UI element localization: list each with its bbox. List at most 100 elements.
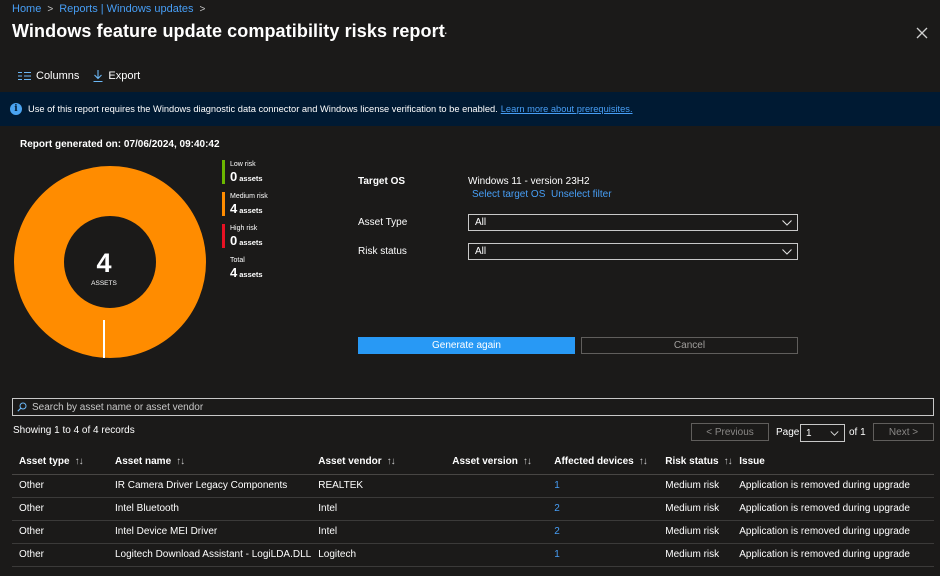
cell-asset-type: Other	[12, 474, 108, 498]
cell-asset-version	[445, 520, 548, 544]
risk-status-value: All	[475, 246, 487, 257]
breadcrumb-reports[interactable]: Reports | Windows updates	[59, 3, 194, 15]
columns-label: Columns	[36, 70, 80, 82]
chevron-right-icon: >	[47, 3, 54, 15]
cell-asset-type: Other	[12, 543, 108, 567]
donut-label: ASSETS	[91, 280, 117, 287]
column-header-issue: Issue	[732, 450, 934, 475]
cell-asset-vendor: Intel	[311, 520, 446, 544]
breadcrumb: Home > Reports | Windows updates >	[12, 3, 205, 15]
cell-issue: Application is removed during upgrade	[732, 474, 934, 498]
cell-affected-devices-link[interactable]: 1	[547, 543, 659, 567]
legend-label: Total	[230, 257, 245, 264]
cell-issue: Application is removed during upgrade	[732, 543, 934, 567]
cell-affected-devices-link[interactable]: 1	[547, 474, 659, 498]
cell-asset-name: Logitech Download Assistant - LogiLDA.DL…	[108, 543, 312, 567]
cell-asset-name: Intel Device MEI Driver	[108, 520, 312, 544]
column-header-asset-vendor[interactable]: Asset vendor ↑↓	[311, 450, 446, 475]
risk-status-label: Risk status	[358, 246, 407, 257]
cell-risk-status: Medium risk	[658, 543, 733, 567]
legend-unit: assets	[239, 238, 263, 247]
page-dropdown[interactable]: 1	[800, 424, 845, 442]
assets-table: Asset type ↑↓ Asset name ↑↓ Asset vendor ↑↓…	[12, 450, 934, 567]
risk-donut-chart: 4 ASSETS	[14, 166, 206, 358]
legend-value: 4	[230, 201, 238, 216]
cell-issue: Application is removed during upgrade	[732, 520, 934, 544]
column-header-risk-status[interactable]: Risk status ↑↓	[658, 450, 733, 475]
legend-total: Total 4 assets	[222, 256, 268, 288]
legend-low-risk[interactable]: Low risk 0 assets	[222, 160, 268, 192]
cell-asset-vendor: REALTEK	[311, 474, 446, 498]
asset-type-label: Asset Type	[358, 217, 408, 228]
legend-value: 0	[230, 233, 238, 248]
column-header-asset-type[interactable]: Asset type ↑↓	[12, 450, 108, 475]
search-input[interactable]: Search by asset name or asset vendor	[32, 401, 204, 413]
chevron-right-icon: >	[199, 3, 206, 15]
columns-button[interactable]: Columns	[18, 70, 79, 82]
columns-icon	[18, 71, 31, 81]
sort-icon[interactable]: ↑↓	[522, 456, 532, 468]
target-os-value: Windows 11 - version 23H2	[468, 176, 590, 187]
page-count: of 1	[849, 427, 866, 438]
table-row[interactable]: Other Logitech Download Assistant - Logi…	[12, 543, 934, 567]
records-count: Showing 1 to 4 of 4 records	[13, 425, 135, 436]
next-page-button[interactable]: Next >	[873, 423, 934, 441]
more-options-button[interactable]: ···	[432, 24, 449, 40]
column-header-asset-version[interactable]: Asset version ↑↓	[445, 450, 548, 475]
risk-legend: Low risk 0 assets Medium risk 4 assets Hig…	[222, 160, 268, 288]
sort-icon[interactable]: ↑↓	[638, 456, 648, 468]
cancel-button[interactable]: Cancel	[581, 337, 798, 354]
legend-value: 0	[230, 169, 238, 184]
table-row[interactable]: Other IR Camera Driver Legacy Components…	[12, 474, 934, 498]
previous-page-button[interactable]: < Previous	[691, 423, 769, 441]
page-label: Page	[776, 427, 800, 438]
table-row[interactable]: Other Intel Bluetooth Intel 2 Medium ris…	[12, 497, 934, 521]
cell-asset-vendor: Intel	[311, 497, 446, 521]
cell-asset-version	[445, 543, 548, 567]
asset-type-dropdown[interactable]: All	[468, 214, 798, 231]
legend-medium-risk[interactable]: Medium risk 4 assets	[222, 192, 268, 224]
cell-risk-status: Medium risk	[658, 520, 733, 544]
generate-again-button[interactable]: Generate again	[358, 337, 575, 354]
download-icon	[93, 70, 103, 82]
legend-label: Medium risk	[230, 193, 268, 200]
legend-high-risk[interactable]: High risk 0 assets	[222, 224, 268, 256]
search-icon	[17, 402, 27, 412]
column-header-asset-name[interactable]: Asset name ↑↓	[108, 450, 312, 475]
export-label: Export	[108, 70, 141, 82]
cell-asset-name: Intel Bluetooth	[108, 497, 312, 521]
search-box[interactable]: Search by asset name or asset vendor	[12, 398, 934, 416]
close-icon[interactable]	[914, 25, 930, 41]
toolbar: Columns Export	[18, 70, 140, 82]
breadcrumb-home[interactable]: Home	[12, 3, 42, 15]
info-icon: i	[10, 103, 22, 115]
legend-unit: assets	[239, 206, 263, 215]
legend-low-risk-swatch	[222, 160, 225, 184]
select-target-os-link[interactable]: Select target OS	[472, 189, 546, 200]
sort-icon[interactable]: ↑↓	[386, 456, 396, 468]
sort-icon[interactable]: ↑↓	[74, 456, 84, 468]
donut-total: 4	[96, 248, 111, 278]
report-generated-text: Report generated on: 07/06/2024, 09:40:4…	[20, 139, 220, 150]
cell-affected-devices-link[interactable]: 2	[547, 497, 659, 521]
legend-value: 4	[230, 265, 238, 280]
prerequisites-link[interactable]: Learn more about prerequisites.	[500, 104, 633, 114]
cell-risk-status: Medium risk	[658, 474, 733, 498]
cell-asset-type: Other	[12, 497, 108, 521]
page-title: Windows feature update compatibility ris…	[12, 21, 445, 41]
cell-affected-devices-link[interactable]: 2	[547, 520, 659, 544]
legend-high-risk-swatch	[222, 224, 225, 248]
table-row[interactable]: Other Intel Device MEI Driver Intel 2 Me…	[12, 520, 934, 544]
risk-status-dropdown[interactable]: All	[468, 243, 798, 260]
legend-label: Low risk	[230, 161, 256, 168]
sort-icon[interactable]: ↑↓	[723, 456, 733, 468]
legend-unit: assets	[239, 270, 263, 279]
export-button[interactable]: Export	[93, 70, 140, 82]
info-banner: i Use of this report requires the Window…	[0, 92, 940, 126]
sort-icon[interactable]: ↑↓	[176, 456, 185, 468]
unselect-filter-link[interactable]: Unselect filter	[551, 189, 612, 200]
column-header-affected-devices[interactable]: Affected devices ↑↓	[547, 450, 659, 475]
cell-issue: Application is removed during upgrade	[732, 497, 934, 521]
donut-medium-risk-segment[interactable]	[14, 166, 206, 358]
asset-type-value: All	[475, 217, 487, 228]
